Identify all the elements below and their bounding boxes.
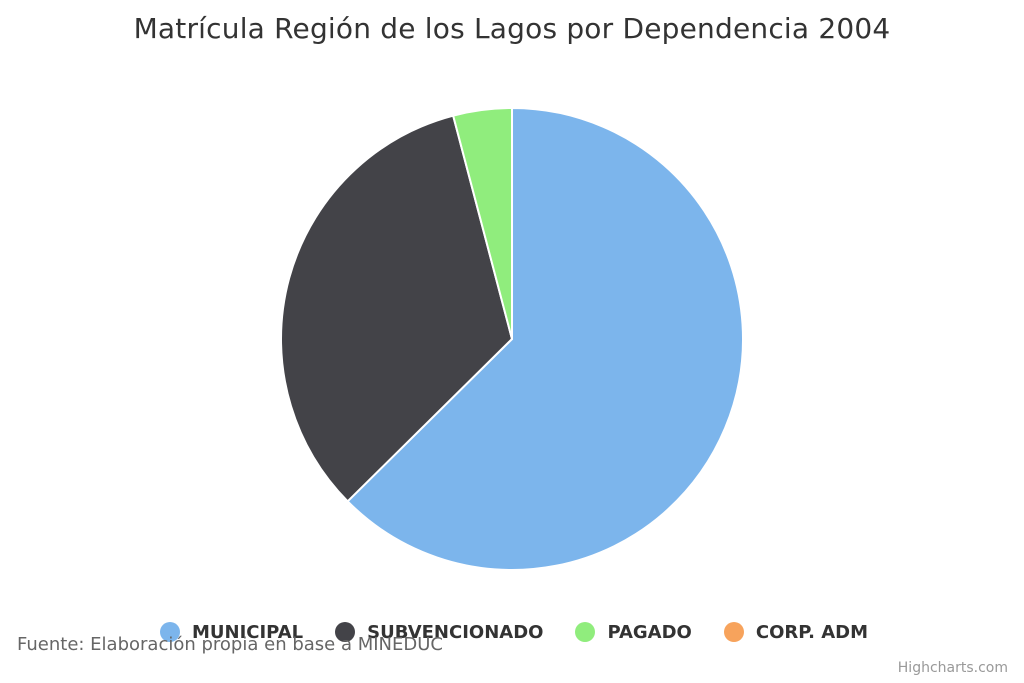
legend-label-subvencionado: SUBVENCIONADO (367, 621, 544, 643)
highcharts-credits-link[interactable]: Highcharts.com (897, 660, 1008, 676)
pie-slices (280, 107, 744, 571)
chart-source-note: Fuente: Elaboración propia en base a MIN… (17, 634, 443, 655)
legend-label-municipal: MUNICIPAL (191, 621, 304, 643)
legend-label-pagado: PAGADO (607, 621, 692, 643)
legend: MUNICIPAL SUBVENCIONADO PAGADO CORP. ADM (0, 618, 1024, 646)
pie-slice-pagado[interactable] (452, 107, 513, 340)
pie-slice-subvencionado[interactable] (280, 114, 513, 503)
legend-item-subvencionado[interactable]: SUBVENCIONADO (335, 622, 543, 643)
chart-title: Matrícula Región de los Lagos por Depend… (133, 12, 891, 45)
legend-label-corp-adm: CORP. ADM (755, 621, 869, 643)
legend-symbol-municipal (159, 622, 180, 642)
legend-symbol-corp-adm (723, 622, 744, 642)
legend-item-pagado[interactable]: PAGADO (575, 621, 692, 643)
legend-symbol-subvencionado (335, 622, 356, 642)
legend-item-municipal[interactable]: MUNICIPAL (159, 621, 304, 643)
legend-symbol-pagado (575, 622, 596, 642)
pie-slice-municipal[interactable] (346, 107, 744, 571)
legend-item-corp-adm[interactable]: CORP. ADM (723, 621, 869, 643)
